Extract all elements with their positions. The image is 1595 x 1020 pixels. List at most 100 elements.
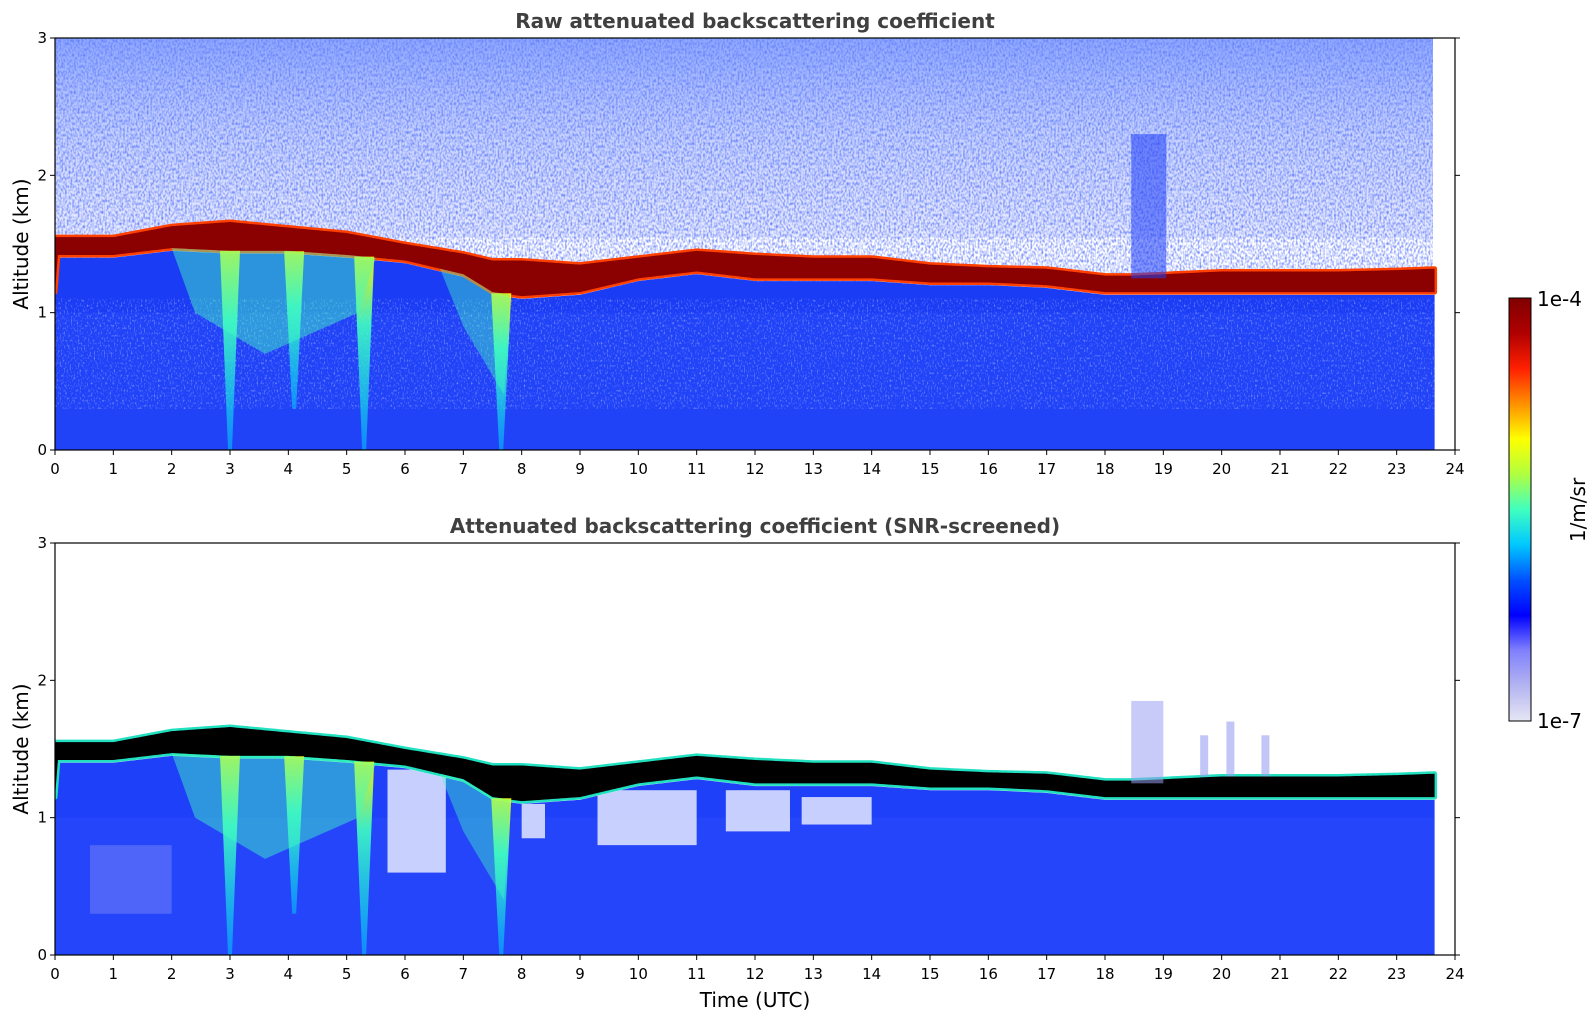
precipitation-streak	[284, 251, 305, 409]
x-tick-label: 15	[920, 460, 939, 478]
x-tick-label: 3	[225, 460, 235, 478]
screened-heatmap	[55, 543, 1455, 955]
x-tick-label: 6	[400, 965, 410, 983]
x-tick-label: 17	[1037, 965, 1056, 983]
virga	[171, 753, 376, 859]
raw-heatmap	[55, 38, 1455, 450]
x-tick-label: 9	[575, 460, 585, 478]
precipitation-streak	[491, 293, 512, 450]
y-tick-label: 1	[37, 304, 47, 322]
x-tick-label: 4	[284, 965, 294, 983]
precipitation-streak	[220, 755, 240, 955]
aerosol-patch	[90, 845, 172, 914]
precipitation-streak	[491, 798, 512, 955]
x-tick-label: 22	[1329, 460, 1348, 478]
x-tick-label: 17	[1037, 460, 1056, 478]
y-tick-label: 0	[37, 441, 47, 459]
x-tick-label: 19	[1154, 965, 1173, 983]
faint-cloud-column	[1200, 735, 1209, 777]
x-tick-label: 2	[167, 965, 177, 983]
faint-cloud-column	[1226, 721, 1235, 777]
virga	[440, 773, 510, 901]
screened-patch	[725, 790, 790, 832]
x-tick-label: 16	[979, 965, 998, 983]
screened-patch	[801, 797, 872, 825]
x-tick-label: 7	[459, 965, 469, 983]
screened-patch	[521, 803, 545, 839]
x-tick-label: 21	[1270, 460, 1289, 478]
x-tick-label: 7	[459, 460, 469, 478]
bottom-title: Attenuated backscattering coefficient (S…	[450, 514, 1060, 538]
virga	[171, 248, 376, 354]
precipitation-streak	[354, 761, 375, 955]
x-tick-label: 5	[342, 460, 352, 478]
bottom-y-axis-label: Altitude (km)	[9, 683, 33, 814]
precipitation-streak	[354, 256, 375, 450]
x-tick-label: 11	[687, 460, 706, 478]
y-tick-label: 2	[37, 671, 47, 689]
x-tick-label: 20	[1212, 965, 1231, 983]
x-tick-label: 10	[629, 965, 648, 983]
lower-noise	[55, 298, 1435, 409]
colorbar: 1e-4 1e-7 1/m/sr	[1508, 287, 1590, 733]
x-tick-label: 2	[167, 460, 177, 478]
x-tick-label: 12	[745, 460, 764, 478]
colorbar-min-label: 1e-7	[1537, 709, 1582, 733]
x-tick-label: 18	[1095, 965, 1114, 983]
x-tick-label: 22	[1329, 965, 1348, 983]
x-tick-label: 4	[284, 460, 294, 478]
x-tick-label: 1	[109, 460, 119, 478]
precipitation-streak	[220, 250, 240, 450]
screened-patch	[387, 769, 446, 873]
faint-cloud-column	[1261, 735, 1270, 777]
x-tick-label: 3	[225, 965, 235, 983]
x-tick-label: 1	[109, 965, 119, 983]
noise-column	[1131, 134, 1167, 279]
x-tick-label: 23	[1387, 460, 1406, 478]
screened-patch	[597, 790, 697, 846]
x-tick-label: 20	[1212, 460, 1231, 478]
y-tick-label: 2	[37, 166, 47, 184]
cloud-layer	[55, 222, 1435, 297]
y-tick-label: 3	[37, 534, 47, 552]
x-tick-label: 19	[1154, 460, 1173, 478]
lower-haze	[55, 817, 1435, 955]
top-title: Raw attenuated backscattering coefficien…	[515, 9, 995, 33]
x-tick-label: 0	[50, 460, 60, 478]
colorbar-max-label: 1e-4	[1537, 287, 1582, 311]
x-tick-label: 23	[1387, 965, 1406, 983]
x-tick-label: 14	[862, 460, 881, 478]
bottom-axis-ticks: 0 1 2 3 4 5 6 7 8 9 10 11 12 13 14 15 16 17 18 19 20 21 22 23 24…	[37, 534, 1464, 983]
x-tick-label: 6	[400, 460, 410, 478]
x-tick-label: 16	[979, 460, 998, 478]
x-tick-label: 18	[1095, 460, 1114, 478]
top-axis-ticks: 0 1 2 3 4 5 6 7 8 9 10 11 12 13 14 15 16 17 18 19 20 21 22 23 24…	[37, 29, 1464, 478]
x-tick-label: 24	[1445, 460, 1464, 478]
x-tick-label: 8	[517, 460, 527, 478]
colorbar-gradient	[1508, 297, 1532, 722]
x-tick-label: 13	[804, 965, 823, 983]
faint-cloud-column	[1131, 700, 1164, 784]
y-tick-label: 1	[37, 809, 47, 827]
x-tick-label: 11	[687, 965, 706, 983]
x-tick-label: 21	[1270, 965, 1289, 983]
top-y-axis-label: Altitude (km)	[9, 178, 33, 309]
x-tick-label: 5	[342, 965, 352, 983]
x-tick-label: 12	[745, 965, 764, 983]
virga	[440, 268, 510, 396]
y-tick-label: 3	[37, 29, 47, 47]
x-tick-label: 9	[575, 965, 585, 983]
x-axis-label: Time (UTC)	[699, 988, 811, 1012]
x-tick-label: 8	[517, 965, 527, 983]
precipitation-streak	[284, 756, 305, 914]
raw-backscatter-panel: Raw attenuated backscattering coefficien…	[9, 9, 1465, 478]
screened-backscatter-panel: Attenuated backscattering coefficient (S…	[9, 514, 1465, 1012]
x-tick-label: 13	[804, 460, 823, 478]
y-tick-label: 0	[37, 946, 47, 964]
cloud-layer	[55, 727, 1435, 802]
colorbar-unit-label: 1/m/sr	[1566, 477, 1590, 542]
x-tick-label: 10	[629, 460, 648, 478]
x-tick-label: 0	[50, 965, 60, 983]
x-tick-label: 24	[1445, 965, 1464, 983]
